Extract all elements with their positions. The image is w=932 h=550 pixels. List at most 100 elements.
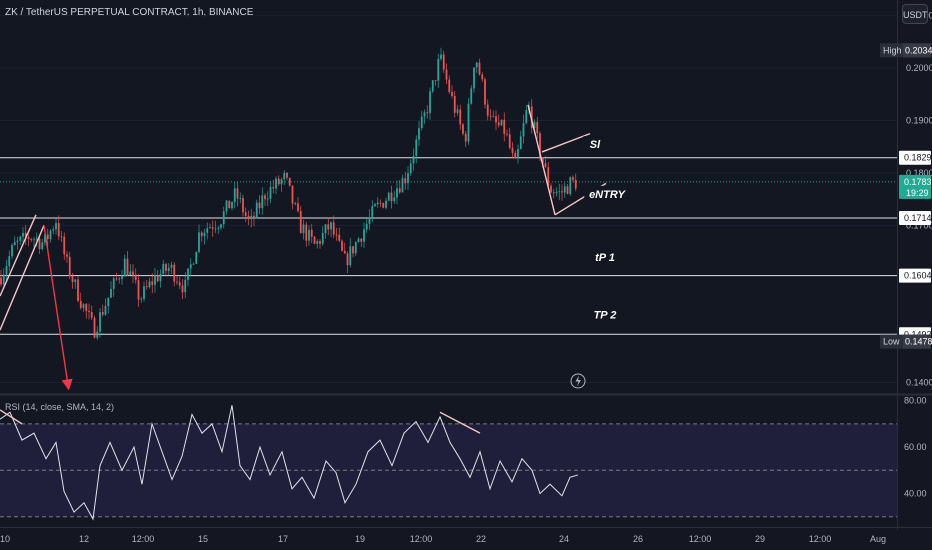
time-axis[interactable]: 10 12 12:00 15 17 19 12:00 22 24 26 12:00 29 12:00 Au…: [0, 534, 886, 544]
candle-body: [558, 191, 561, 193]
trend-line[interactable]: [0, 225, 45, 331]
time-tick-label: 12:00: [809, 534, 832, 544]
candle-body: [522, 122, 525, 137]
rsi-tick-label: 60.00: [904, 442, 927, 452]
candle-body: [137, 280, 140, 300]
candle-body: [426, 112, 429, 114]
current-price-tag: [899, 174, 931, 199]
candle-body: [407, 173, 409, 184]
price-axis[interactable]: 0.21000.20000.19000.18000.17000.14000.18…: [880, 11, 932, 388]
candle-body: [211, 227, 214, 229]
candle-body: [475, 62, 478, 68]
rsi-trend-line[interactable]: [0, 409, 23, 425]
rsi-trend-line[interactable]: [439, 411, 481, 434]
down-arrow[interactable]: [43, 225, 73, 391]
candle-body: [437, 58, 440, 81]
time-tick-label: 26: [633, 534, 643, 544]
trend-line[interactable]: [527, 104, 556, 216]
lightning-icon[interactable]: [570, 373, 586, 389]
price-tick-label: 0.1900: [906, 116, 932, 126]
candle-body: [77, 279, 79, 301]
candle-body: [489, 115, 492, 117]
candle-body: [156, 275, 159, 282]
candle-body: [49, 230, 52, 240]
rsi-tick-label: 80.00: [904, 396, 927, 406]
time-tick-label: 10: [0, 534, 10, 544]
candle-body: [272, 187, 275, 189]
horizontal-levels: [0, 157, 897, 335]
annotation-label[interactable]: tP 1: [595, 252, 615, 264]
candle-body: [159, 273, 162, 282]
candle-body: [154, 275, 156, 285]
candle-body: [500, 119, 503, 126]
candle-body: [44, 234, 46, 243]
candle-body: [341, 240, 343, 251]
candle-body: [514, 152, 517, 159]
annotation-label[interactable]: eNTRY: [589, 189, 627, 201]
candle-body: [162, 264, 165, 274]
trend-line[interactable]: [541, 132, 591, 153]
candle-body: [503, 119, 506, 134]
annotation-label[interactable]: Sl: [590, 139, 601, 151]
main-pane[interactable]: [0, 0, 897, 393]
high-value-box: [903, 43, 931, 58]
candle-body: [544, 163, 547, 168]
candle-body: [354, 242, 357, 254]
candle-body: [118, 278, 121, 280]
candle-body: [434, 80, 437, 82]
candle-body: [96, 331, 99, 338]
candle-body: [66, 254, 68, 257]
price-gridlines: [0, 15, 897, 384]
price-tick-label: 0.2000: [906, 63, 932, 73]
low-tag-value: 0.1478: [905, 337, 932, 347]
candle-body: [396, 188, 398, 198]
candle-body: [473, 67, 475, 89]
annotation-label[interactable]: TP 2: [594, 309, 617, 321]
candle-body: [68, 256, 71, 277]
time-tick-label: 12: [79, 534, 89, 544]
candle-body: [255, 202, 258, 219]
candle-body: [209, 227, 211, 229]
candle-body: [451, 92, 453, 96]
candle-body: [134, 274, 137, 281]
currency-button[interactable]: USDT: [902, 4, 928, 24]
candle-body: [569, 177, 572, 194]
trend-line[interactable]: [0, 214, 37, 297]
candle-body: [382, 203, 385, 208]
candle-body: [195, 251, 198, 264]
candle-body: [123, 258, 126, 277]
candle-body: [302, 224, 305, 234]
candle-body: [431, 80, 434, 92]
high-tag-caption: High: [883, 45, 902, 55]
candle-body: [35, 238, 38, 240]
candle-body: [572, 177, 574, 180]
candle-body: [467, 103, 470, 142]
candle-body: [148, 281, 151, 288]
candle-body: [486, 104, 489, 116]
candle-body: [145, 286, 148, 288]
time-tick-label: 17: [278, 534, 288, 544]
rsi-axis: 80.00 60.00 40.00: [904, 396, 927, 499]
candle-body: [324, 224, 327, 234]
candle-body: [121, 276, 123, 279]
candle-body: [552, 192, 555, 194]
candle-body: [517, 148, 519, 159]
candle-body: [555, 191, 558, 193]
candles: [0, 47, 577, 340]
candle-body: [189, 264, 192, 269]
candle-body: [338, 234, 341, 241]
candle-body: [178, 282, 181, 286]
candle-body: [173, 264, 176, 282]
candle-body: [379, 202, 382, 204]
time-tick-label: 19: [355, 534, 365, 544]
candle-body: [85, 304, 88, 312]
candle-body: [239, 198, 242, 199]
candle-body: [143, 286, 145, 299]
level-price-label: 0.1829: [904, 153, 932, 163]
candle-body: [321, 233, 324, 244]
rsi-line: [0, 405, 579, 521]
candle-body: [203, 232, 206, 237]
candle-body: [357, 238, 360, 243]
candle-body: [429, 91, 431, 114]
